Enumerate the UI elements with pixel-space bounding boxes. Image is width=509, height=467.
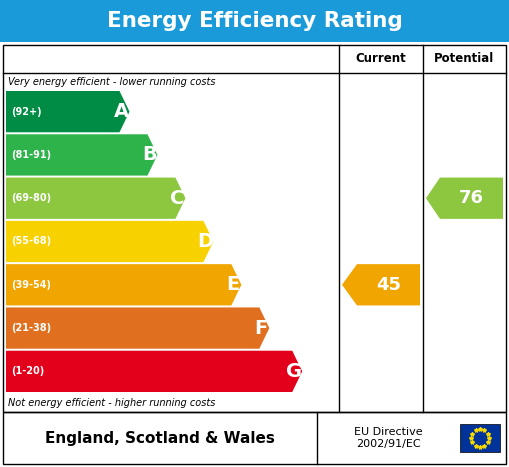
Bar <box>460 424 500 452</box>
Polygon shape <box>426 177 503 219</box>
Text: F: F <box>254 318 268 338</box>
Text: 45: 45 <box>376 276 401 294</box>
Text: G: G <box>286 362 302 381</box>
Text: (55-68): (55-68) <box>11 236 51 247</box>
Text: (39-54): (39-54) <box>11 280 51 290</box>
Polygon shape <box>6 177 185 219</box>
Text: (69-80): (69-80) <box>11 193 51 203</box>
Text: (1-20): (1-20) <box>11 366 44 376</box>
Text: EU Directive
2002/91/EC: EU Directive 2002/91/EC <box>354 427 423 449</box>
Text: Not energy efficient - higher running costs: Not energy efficient - higher running co… <box>8 398 215 408</box>
Bar <box>3 45 506 412</box>
Text: Very energy efficient - lower running costs: Very energy efficient - lower running co… <box>8 77 215 87</box>
Polygon shape <box>6 351 302 392</box>
Text: Potential: Potential <box>434 52 495 65</box>
Text: C: C <box>170 189 185 208</box>
Polygon shape <box>6 264 241 305</box>
Text: (21-38): (21-38) <box>11 323 51 333</box>
Bar <box>0 0 509 42</box>
Text: Energy Efficiency Rating: Energy Efficiency Rating <box>106 11 403 31</box>
Text: England, Scotland & Wales: England, Scotland & Wales <box>45 431 275 446</box>
Polygon shape <box>342 264 420 305</box>
Bar <box>3 412 506 464</box>
Text: (81-91): (81-91) <box>11 150 51 160</box>
Text: B: B <box>142 145 157 164</box>
Text: D: D <box>197 232 213 251</box>
Text: Current: Current <box>356 52 406 65</box>
Text: E: E <box>227 275 240 294</box>
Text: A: A <box>114 102 129 121</box>
Text: (92+): (92+) <box>11 106 42 117</box>
Polygon shape <box>6 91 129 132</box>
Polygon shape <box>6 134 157 176</box>
Text: 76: 76 <box>459 189 484 207</box>
Polygon shape <box>6 307 269 349</box>
Polygon shape <box>6 221 213 262</box>
